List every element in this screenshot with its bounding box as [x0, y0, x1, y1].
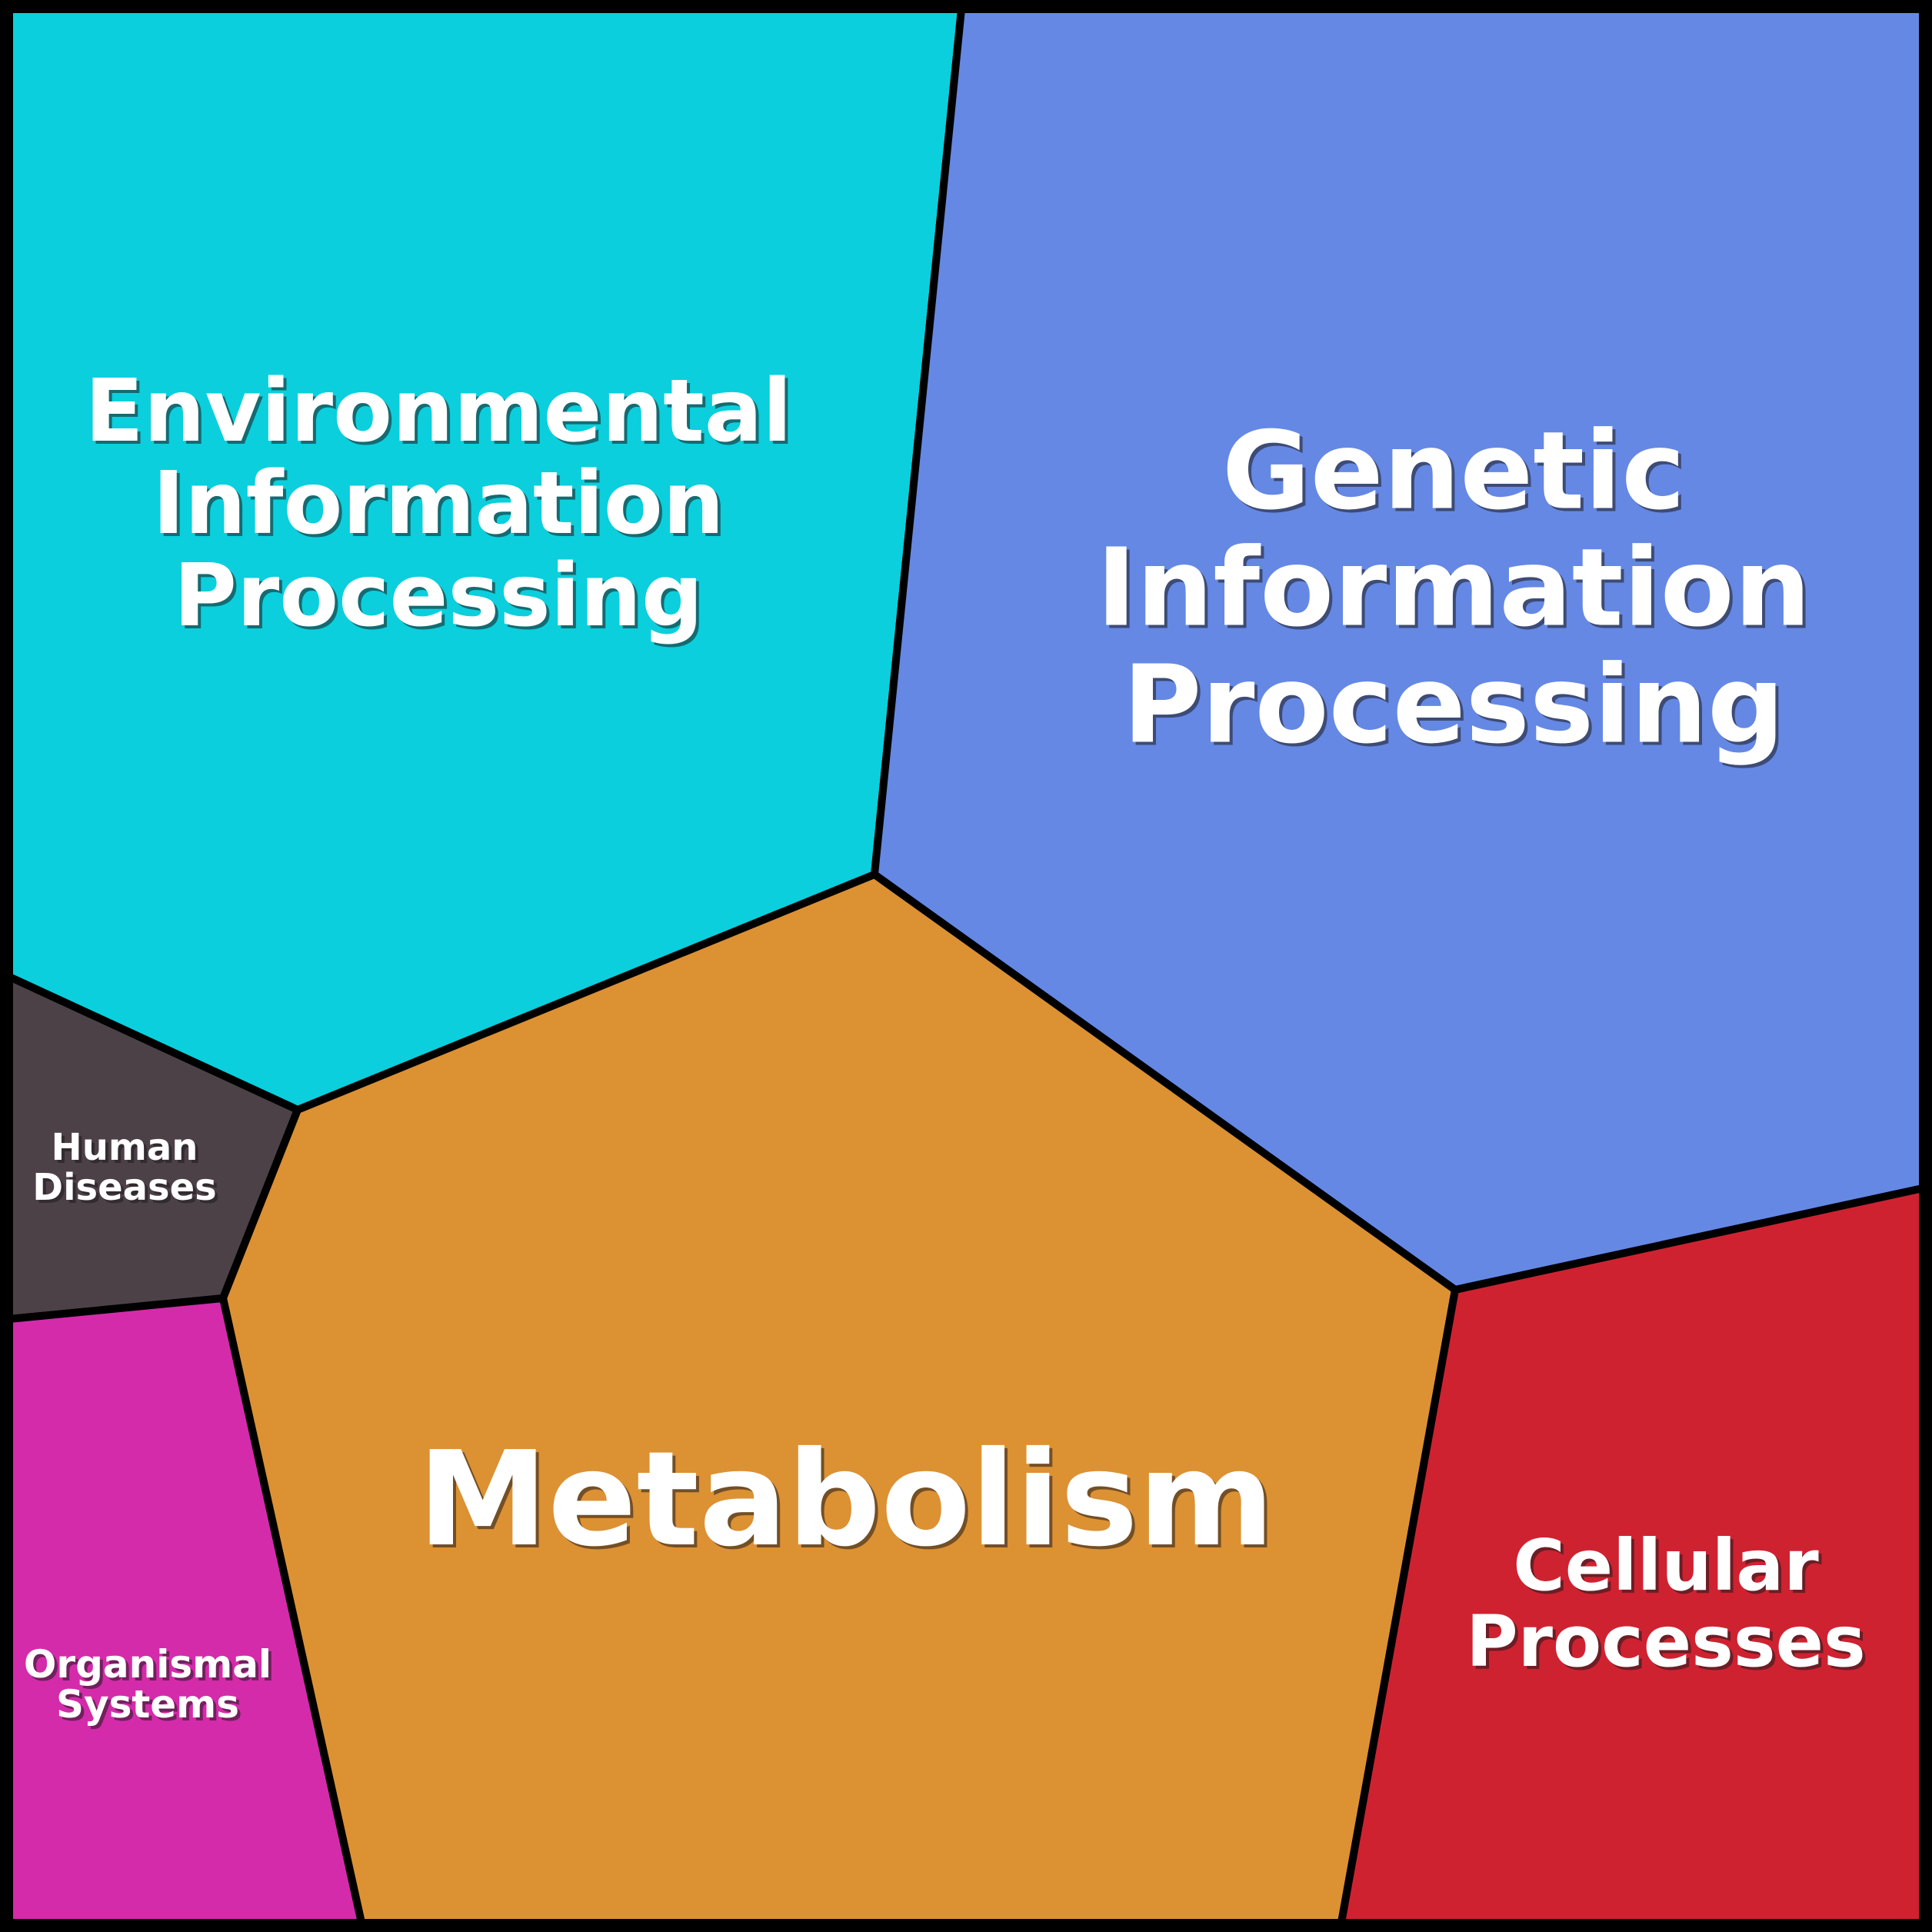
- region-organismal-systems[interactable]: [5, 1294, 365, 1927]
- region-label-metabolism: Metabolism: [418, 1424, 1274, 1576]
- region-label-organismal-systems: Organismal Systems: [24, 1642, 271, 1727]
- region-label-human-diseases: Human Diseases: [32, 1126, 217, 1209]
- region-label-shadow-environmental-information-processing: Environmental Information Processing: [88, 365, 794, 649]
- region-cellular-processes[interactable]: [1337, 1184, 1927, 1927]
- region-label-environmental-information-processing: Environmental Information Processing: [85, 361, 791, 646]
- region-label-shadow-organismal-systems: Organismal Systems: [27, 1645, 275, 1730]
- region-label-shadow-metabolism: Metabolism: [421, 1427, 1277, 1579]
- region-label-shadow-human-diseases: Human Diseases: [35, 1129, 220, 1212]
- region-label-shadow-genetic-information-processing: Genetic Information Processing: [1099, 412, 1814, 771]
- region-label-cellular-processes: Cellular Processes: [1466, 1524, 1866, 1683]
- region-label-shadow-cellular-processes: Cellular Processes: [1469, 1527, 1869, 1686]
- region-label-genetic-information-processing: Genetic Information Processing: [1096, 409, 1810, 768]
